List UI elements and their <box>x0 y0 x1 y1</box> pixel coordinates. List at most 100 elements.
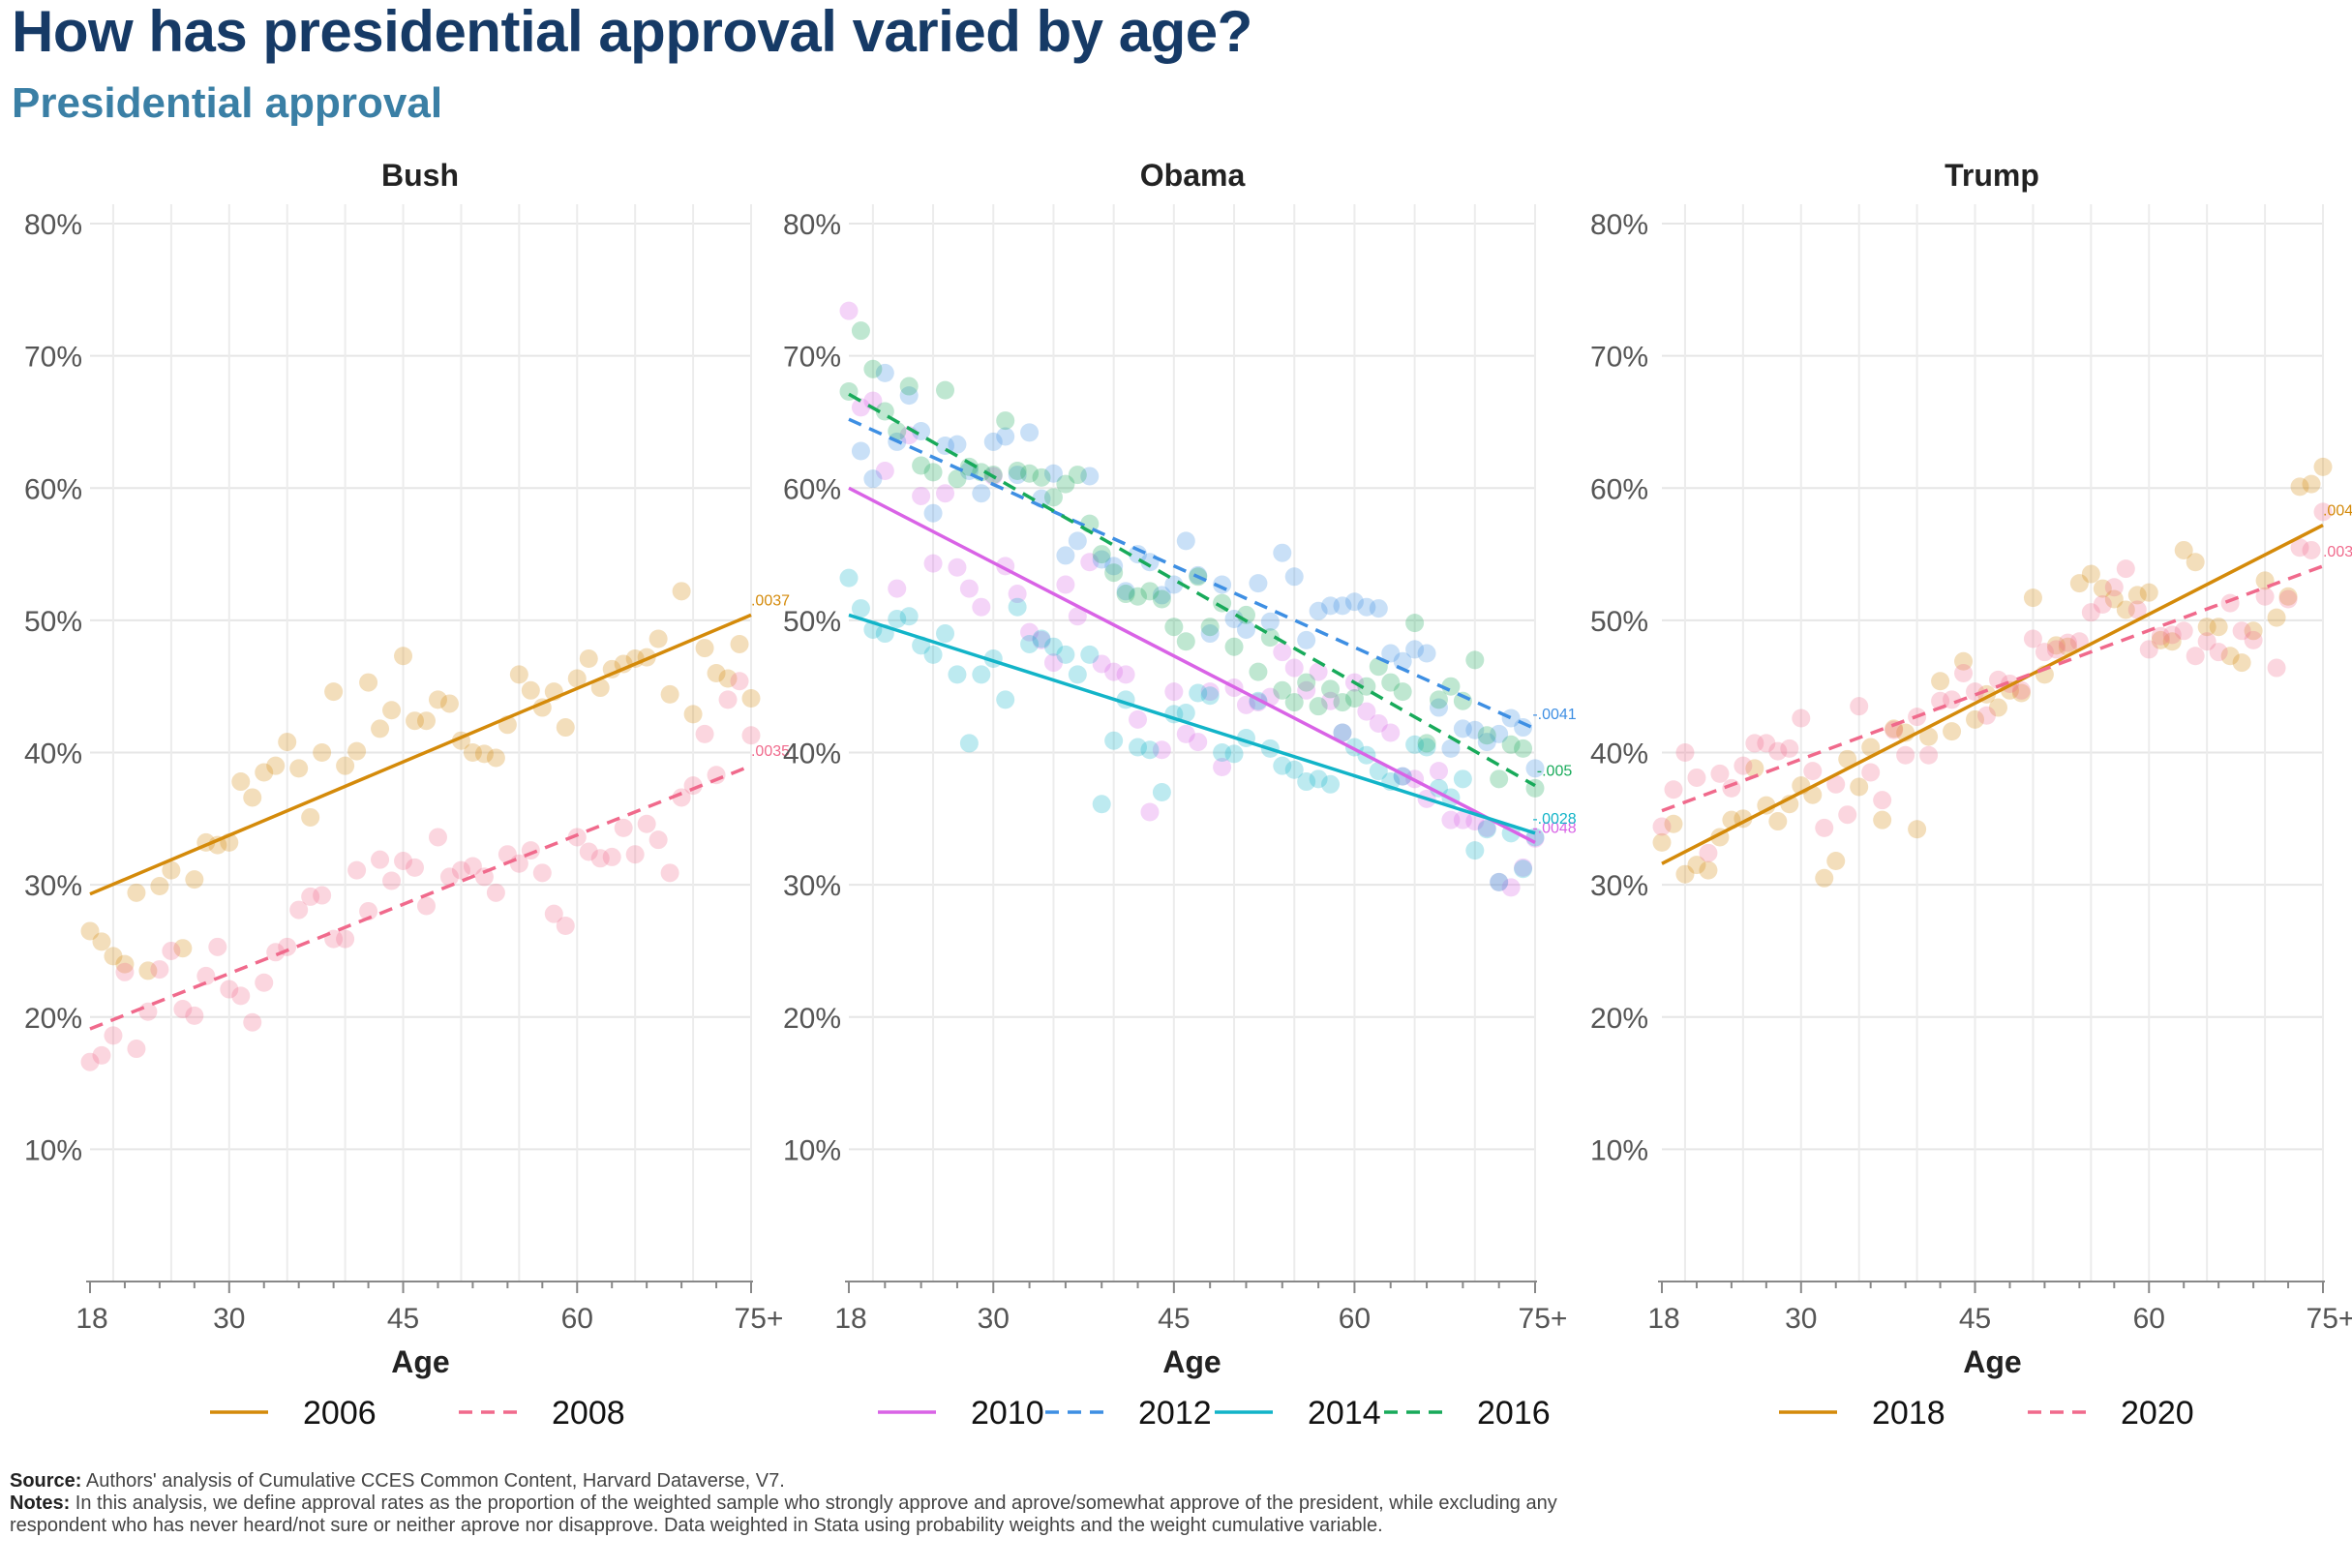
data-point-2012 <box>1309 601 1328 620</box>
data-point-2010 <box>1164 682 1184 702</box>
slope-label-2006: .0037 <box>751 592 790 609</box>
panel-trump: 10% 20% 30% 40% 50% 60% 70% 80% 18 30 45 60 75+ Age Tr… <box>1590 158 2352 1432</box>
data-point-2008 <box>150 960 169 980</box>
data-point-2018 <box>1873 810 1892 829</box>
data-point-2006 <box>289 759 309 778</box>
data-point-2016 <box>1104 563 1124 583</box>
data-point-2016 <box>1200 618 1220 637</box>
data-point-2020 <box>1861 763 1881 782</box>
data-point-2006 <box>255 763 274 782</box>
data-point-2018 <box>2278 587 2298 606</box>
footer: Source: Authors' analysis of Cumulative … <box>10 1470 1607 1537</box>
data-point-2016 <box>1477 726 1496 745</box>
data-point-2010 <box>1189 733 1208 752</box>
data-point-2014 <box>1405 735 1425 754</box>
data-point-2010 <box>1213 758 1232 777</box>
data-point-2016 <box>1441 677 1461 696</box>
data-point-2010 <box>1501 878 1521 897</box>
y-tick-label: 40% <box>783 739 841 770</box>
data-point-2010 <box>1116 665 1135 684</box>
data-point-2018 <box>2220 647 2240 666</box>
data-point-2006 <box>567 669 587 688</box>
data-point-2006 <box>336 756 355 775</box>
source-note: Source: Authors' analysis of Cumulative … <box>10 1470 1607 1493</box>
data-point-2008 <box>718 690 738 709</box>
data-point-2020 <box>1757 734 1776 753</box>
data-point-2008 <box>451 860 470 880</box>
slope-label-2020: .0033 <box>2323 544 2352 560</box>
data-point-2008 <box>196 966 216 985</box>
data-point-2016 <box>1056 474 1075 494</box>
data-point-2018 <box>1850 777 1869 797</box>
notes-label: Notes: <box>10 1493 71 1514</box>
data-point-2008 <box>602 847 621 866</box>
data-point-2008 <box>567 828 587 847</box>
data-point-2020 <box>1710 764 1730 783</box>
data-point-2018 <box>2290 477 2309 497</box>
data-point-2016 <box>1357 677 1376 696</box>
data-point-2012 <box>1080 467 1100 486</box>
data-point-2008 <box>115 962 135 981</box>
data-point-2016 <box>1514 739 1533 758</box>
data-point-2018 <box>2023 588 2042 608</box>
data-point-2012 <box>1092 550 1111 569</box>
data-point-2008 <box>394 852 413 871</box>
y-tick-label: 10% <box>24 1134 82 1166</box>
data-point-2010 <box>875 461 894 480</box>
data-point-2014 <box>1200 686 1220 706</box>
data-point-2010 <box>1297 680 1316 700</box>
data-point-2010 <box>959 579 979 598</box>
data-point-2010 <box>972 597 991 617</box>
data-point-2016 <box>996 411 1015 431</box>
data-point-2006 <box>590 678 610 698</box>
data-point-2008 <box>266 943 286 962</box>
data-point-2006 <box>162 860 181 880</box>
data-point-2006 <box>80 921 100 941</box>
data-point-2006 <box>463 743 482 762</box>
data-point-2010 <box>948 558 967 577</box>
data-point-2018 <box>1931 672 1950 691</box>
data-point-2018 <box>1745 759 1764 778</box>
data-point-2012 <box>983 432 1003 451</box>
fit-line-2006 <box>89 613 752 896</box>
data-point-2014 <box>936 624 955 644</box>
data-point-2006 <box>730 634 749 653</box>
data-point-2010 <box>888 579 907 598</box>
data-point-2014 <box>888 610 907 629</box>
data-point-2006 <box>347 741 367 761</box>
y-tick-label: 40% <box>1590 739 1648 770</box>
data-point-2008 <box>498 845 517 864</box>
data-point-2016 <box>899 377 919 396</box>
data-point-2008 <box>590 849 610 868</box>
data-point-2020 <box>1652 817 1672 836</box>
data-point-2008 <box>532 863 552 883</box>
data-point-2016 <box>959 457 979 476</box>
data-point-2006 <box>406 711 425 731</box>
data-point-2020 <box>2290 538 2309 558</box>
data-point-2012 <box>875 363 894 382</box>
data-point-2008 <box>80 1052 100 1071</box>
data-point-2010 <box>1321 691 1341 710</box>
data-point-2012 <box>1284 567 1304 587</box>
data-point-2020 <box>1896 745 1915 765</box>
data-point-2014 <box>1176 704 1195 723</box>
x-tick-label: 75+ <box>1519 1303 1568 1335</box>
data-point-2018 <box>1687 856 1706 875</box>
data-point-2020 <box>1699 843 1718 862</box>
legend-label-2016: 2016 <box>1477 1395 1551 1432</box>
fit-line-2012 <box>848 417 1536 731</box>
data-point-2018 <box>1664 814 1683 833</box>
data-point-2014 <box>1284 760 1304 779</box>
data-point-2020 <box>2232 621 2251 641</box>
data-point-2020 <box>2011 680 2031 700</box>
legend-label-2006: 2006 <box>303 1395 377 1432</box>
data-point-2018 <box>1699 860 1718 880</box>
data-point-2016 <box>912 456 931 475</box>
data-point-2020 <box>1768 741 1788 761</box>
data-point-2020 <box>2104 578 2124 597</box>
data-point-2010 <box>1369 713 1388 733</box>
data-point-2018 <box>2058 637 2077 656</box>
data-point-2018 <box>2093 579 2112 598</box>
fit-line-2020 <box>1661 564 2324 813</box>
data-point-2014 <box>1465 841 1485 860</box>
